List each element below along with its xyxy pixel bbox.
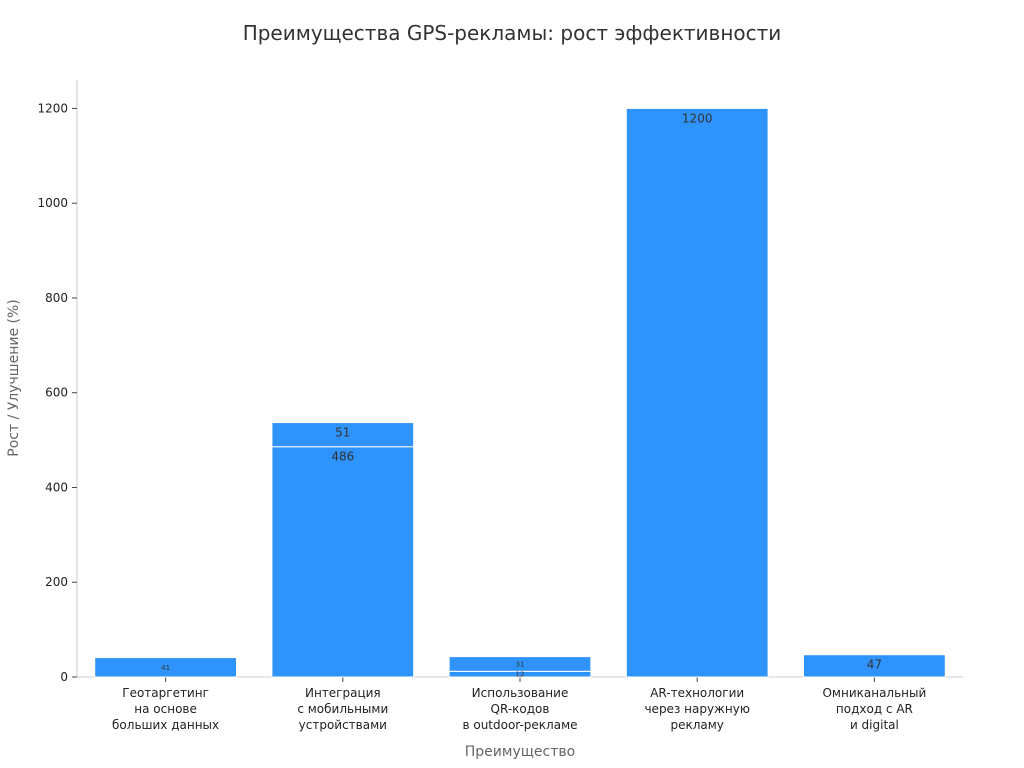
category-label: Интеграция с мобильными устройствами bbox=[297, 686, 388, 732]
category-label-line: подход с AR bbox=[836, 702, 913, 716]
y-tick-label: 1200 bbox=[37, 101, 68, 115]
category-label-line: с мобильными bbox=[297, 702, 388, 716]
category-label-line: через наружную bbox=[644, 702, 749, 716]
category-label-line: на основе bbox=[134, 702, 197, 716]
category-label-line: рекламу bbox=[670, 718, 723, 732]
category-label-line: Омниканальный bbox=[822, 686, 926, 700]
category-label: Геотаргетинг на основе больших данных bbox=[112, 686, 219, 732]
y-tick-label: 400 bbox=[45, 480, 68, 494]
bar-segment bbox=[625, 107, 769, 678]
category-label-line: больших данных bbox=[112, 718, 219, 732]
bar-segment bbox=[94, 657, 237, 678]
category-label-line: Геотаргетинг bbox=[122, 686, 209, 700]
chart-title: Преимущества GPS-рекламы: рост эффективн… bbox=[243, 21, 782, 45]
bar-segment bbox=[448, 656, 592, 672]
data-label: 41 bbox=[161, 664, 170, 672]
data-label: 1200 bbox=[682, 111, 713, 125]
category-label: Омниканальный подход с AR и digital bbox=[822, 686, 926, 732]
bar-segment bbox=[271, 446, 415, 678]
category-label-line: в outdoor-рекламе bbox=[462, 718, 577, 732]
y-tick-label: 600 bbox=[45, 386, 68, 400]
category-label-line: и digital bbox=[850, 718, 899, 732]
x-axis-label: Преимущество bbox=[465, 744, 575, 760]
category-label-line: Интеграция bbox=[305, 686, 381, 700]
category-label-line: устройствами bbox=[299, 718, 387, 732]
bar-segment bbox=[271, 422, 415, 448]
y-tick-label: 800 bbox=[45, 291, 68, 305]
data-label: 31 bbox=[516, 660, 525, 668]
data-label: 12 bbox=[516, 671, 525, 679]
data-label: 51 bbox=[335, 426, 350, 440]
data-labels: 41 486 51 12 31 1200 47 bbox=[161, 111, 882, 678]
y-tick-label: 1000 bbox=[37, 196, 68, 210]
y-tick-label: 200 bbox=[45, 575, 68, 589]
category-label: AR-технологии через наружную рекламу bbox=[644, 686, 749, 732]
y-axis-label: Рост / Улучшение (%) bbox=[6, 299, 22, 456]
y-tick-label: 0 bbox=[60, 670, 68, 684]
axes: 0 200 400 600 800 1000 1200 Геотаргетинг на осно… bbox=[37, 80, 963, 732]
category-label-line: QR-кодов bbox=[491, 702, 550, 716]
bar-segment bbox=[803, 654, 946, 678]
bars bbox=[94, 107, 946, 678]
data-label: 47 bbox=[867, 658, 882, 672]
category-label: Использование QR-кодов в outdoor-рекламе bbox=[462, 686, 577, 732]
data-label: 486 bbox=[331, 450, 354, 464]
category-label-line: Использование bbox=[472, 686, 569, 700]
category-label-line: AR-технологии bbox=[650, 686, 744, 700]
